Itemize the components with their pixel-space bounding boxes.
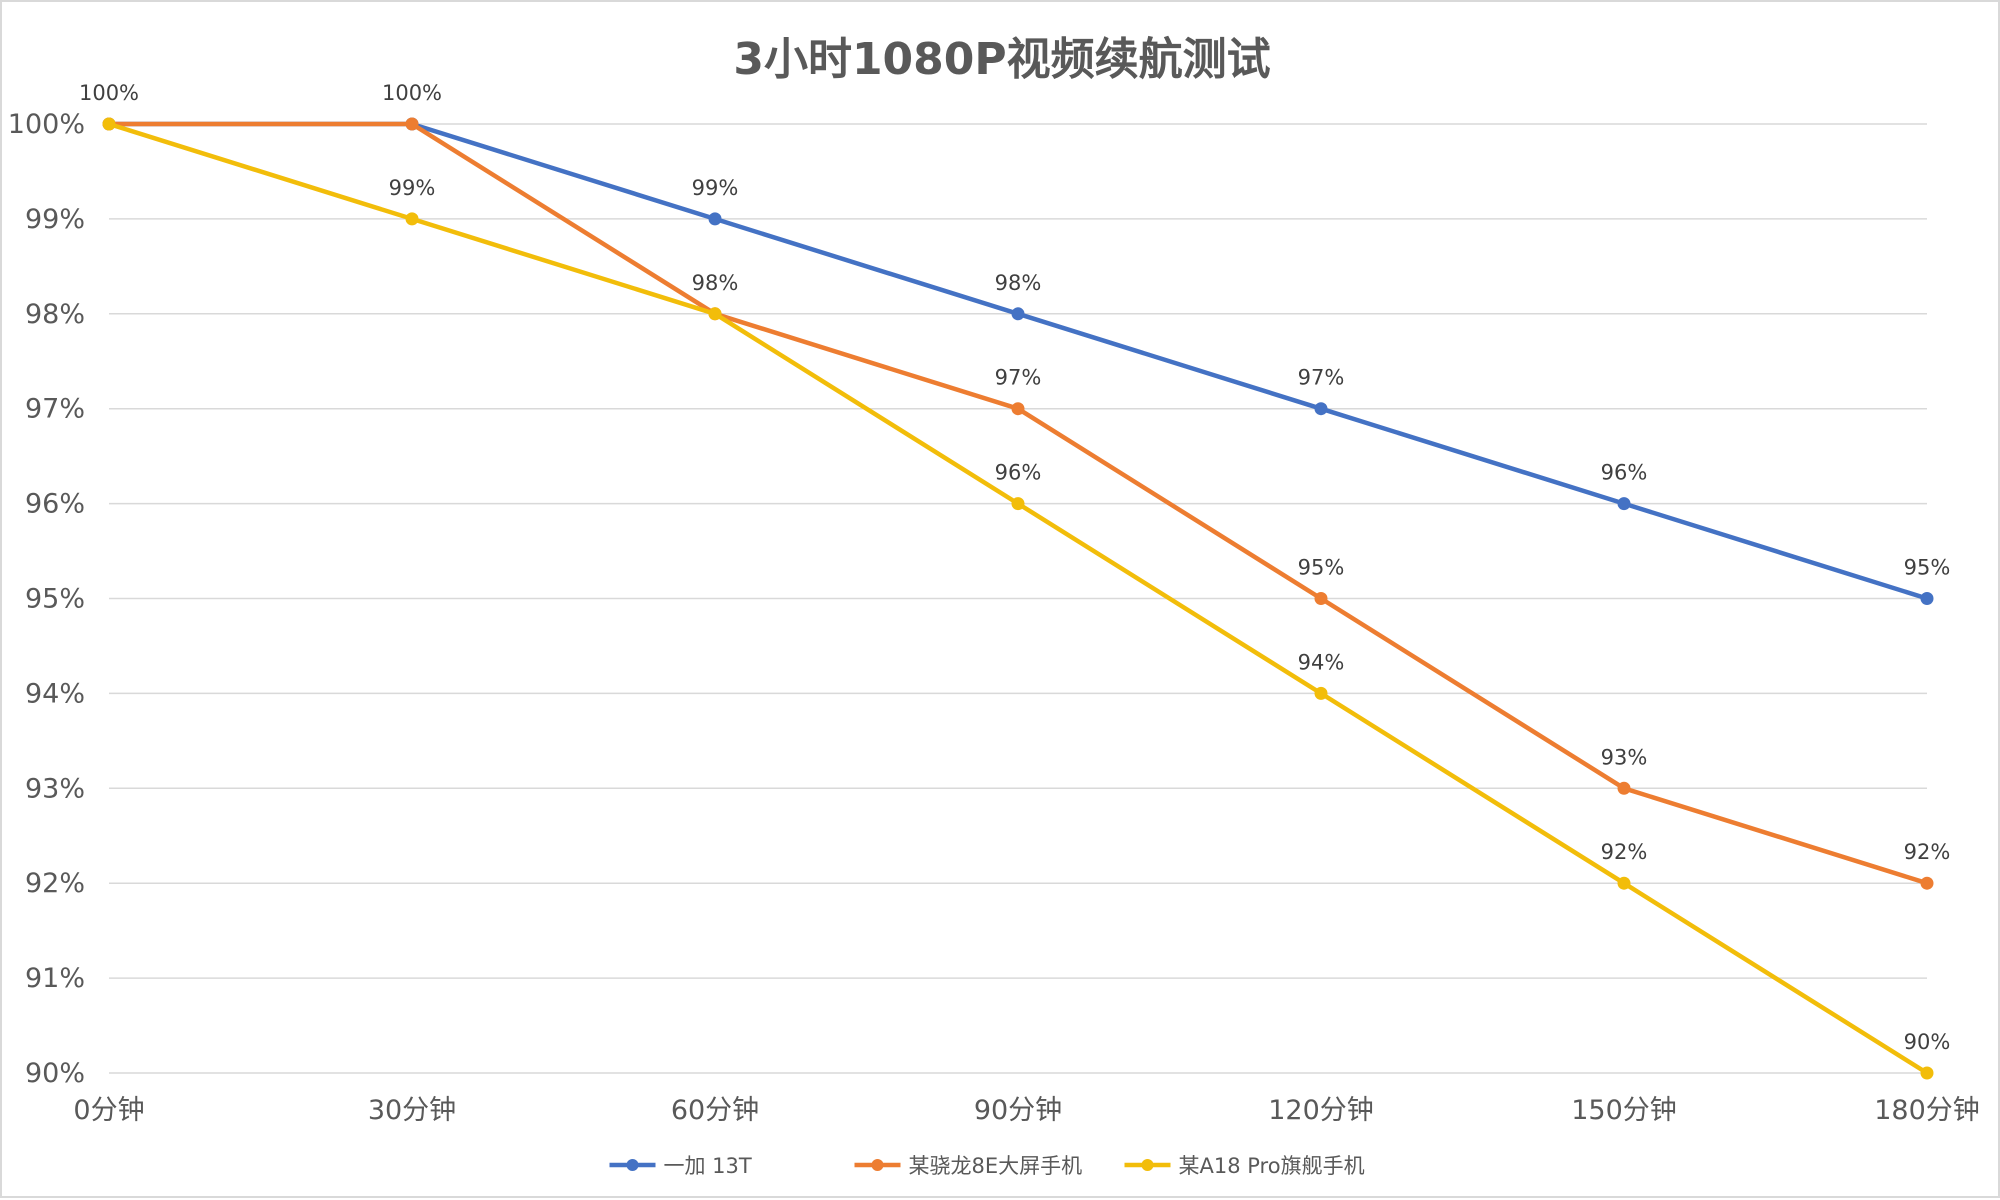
y-axis-ticks: 100% 99% 98% 97% 96% 95% 94% 93% 92% 91% 90% (8, 109, 85, 1089)
y-tick-label: 92% (25, 868, 85, 899)
data-point (1920, 876, 1934, 890)
data-point (102, 117, 116, 131)
data-label: 98% (995, 271, 1042, 295)
data-label-layer: 100% 100% 99% 98% 97% 96% 95% 98% 97% 95% 93% 92% 99… (79, 81, 1950, 1054)
x-tick-label: 0分钟 (73, 1095, 144, 1126)
y-tick-label: 95% (25, 584, 85, 615)
data-point (1011, 402, 1025, 416)
legend-label: 某骁龙8E大屏手机 (909, 1154, 1083, 1178)
y-tick-label: 97% (25, 394, 85, 425)
x-axis-ticks: 0分钟 30分钟 60分钟 90分钟 120分钟 150分钟 180分钟 (73, 1095, 1979, 1126)
data-point (1314, 402, 1328, 416)
series-1 (102, 117, 1934, 605)
x-tick-label: 90分钟 (974, 1095, 1062, 1126)
data-label: 95% (1904, 556, 1951, 580)
legend-label: 某A18 Pro旗舰手机 (1179, 1154, 1365, 1178)
y-tick-label: 91% (25, 963, 85, 994)
data-label: 92% (1904, 840, 1951, 864)
y-tick-label: 98% (25, 299, 85, 330)
legend-item-2: 某骁龙8E大屏手机 (854, 1154, 1083, 1178)
data-point (708, 307, 722, 321)
data-point (1920, 592, 1934, 605)
legend-item-1: 一加 13T (609, 1154, 752, 1178)
data-point (1314, 686, 1328, 700)
y-tick-label: 96% (25, 489, 85, 520)
y-tick-label: 93% (25, 773, 85, 804)
x-tick-label: 60分钟 (671, 1095, 759, 1126)
y-tick-label: 100% (8, 109, 85, 140)
series-line (106, 121, 1930, 601)
data-label: 95% (1298, 556, 1345, 580)
data-label: 100% (382, 81, 442, 105)
legend-item-3: 某A18 Pro旗舰手机 (1124, 1154, 1365, 1178)
data-label: 94% (1298, 650, 1345, 674)
y-tick-label: 90% (25, 1058, 85, 1089)
legend-marker (871, 1159, 884, 1171)
legend-marker (626, 1159, 639, 1171)
data-label: 99% (692, 176, 739, 200)
x-tick-label: 180分钟 (1874, 1095, 1980, 1126)
data-label: 93% (1601, 745, 1648, 769)
legend: 一加 13T 某骁龙8E大屏手机 某A18 Pro旗舰手机 (609, 1154, 1365, 1178)
data-point (1011, 497, 1025, 511)
chart-title: 3小时1080P视频续航测试 (733, 34, 1270, 85)
data-label: 97% (995, 366, 1042, 390)
data-label: 100% (79, 81, 139, 105)
legend-marker (1141, 1159, 1154, 1171)
data-label: 99% (389, 176, 436, 200)
data-label: 97% (1298, 366, 1345, 390)
data-label: 98% (692, 271, 739, 295)
data-point (1920, 1066, 1934, 1080)
data-label: 96% (1601, 461, 1648, 485)
data-point (405, 117, 419, 131)
legend-label: 一加 13T (664, 1154, 752, 1178)
y-tick-label: 99% (25, 204, 85, 235)
series-layer (102, 117, 1934, 1080)
data-label: 96% (995, 461, 1042, 485)
data-label: 90% (1904, 1030, 1951, 1054)
x-tick-label: 150分钟 (1571, 1095, 1677, 1126)
data-point (1011, 307, 1025, 321)
series-3 (102, 117, 1934, 1080)
y-tick-label: 94% (25, 678, 85, 709)
grid-layer (109, 123, 1927, 1074)
x-tick-label: 30分钟 (368, 1095, 456, 1126)
data-point (1617, 876, 1631, 890)
data-point (708, 212, 722, 226)
data-point (1314, 592, 1328, 605)
data-label: 92% (1601, 840, 1648, 864)
data-point (1617, 781, 1631, 795)
data-point (405, 212, 419, 226)
x-tick-label: 120分钟 (1268, 1095, 1374, 1126)
data-point (1617, 497, 1631, 511)
